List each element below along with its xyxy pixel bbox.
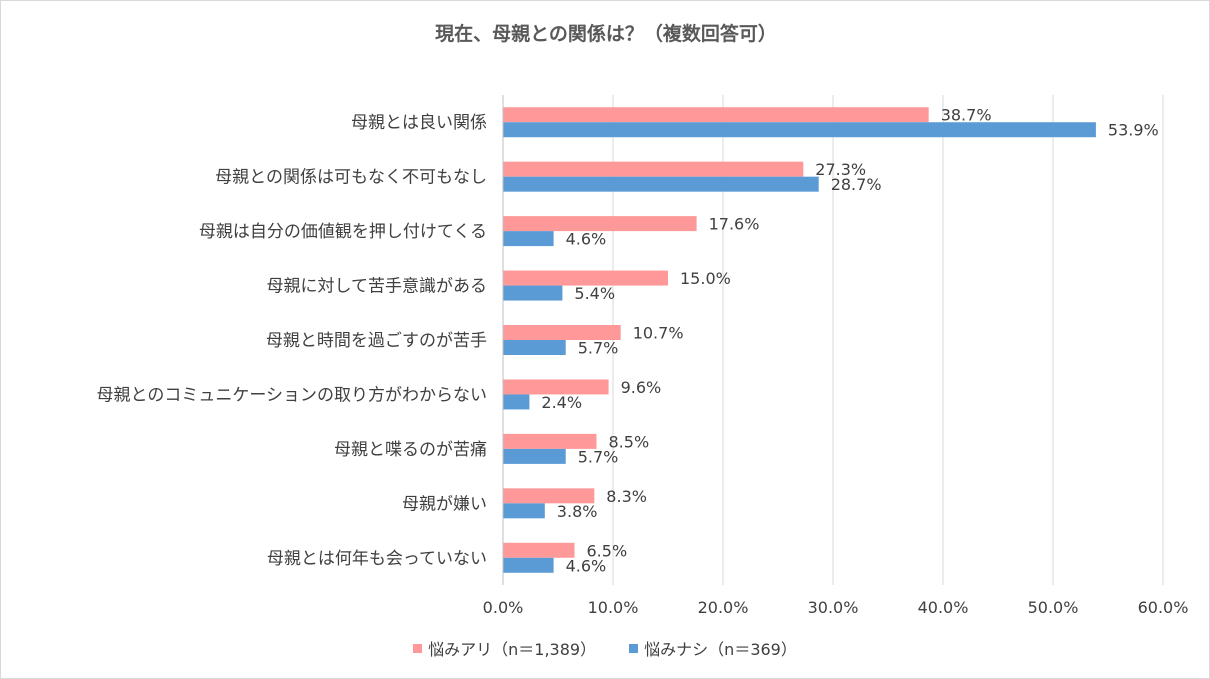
bar-without-worries bbox=[503, 340, 566, 355]
data-label-with-worries: 8.3% bbox=[606, 487, 647, 506]
bar-with-worries bbox=[503, 379, 609, 395]
data-label-with-worries: 27.3% bbox=[815, 160, 866, 179]
category-label: 母親とは良い関係 bbox=[351, 113, 487, 133]
category-label: 母親が嫌い bbox=[402, 494, 487, 514]
legend-swatch-with-worries bbox=[413, 643, 423, 653]
category-label: 母親は自分の価値観を押し付けてくる bbox=[199, 222, 487, 242]
category-label: 母親と喋るのが苦痛 bbox=[334, 440, 487, 460]
category-label: 母親とのコミュニケーションの取り方がわからない bbox=[97, 385, 488, 405]
x-tick-label: 50.0% bbox=[1028, 598, 1079, 617]
data-label-with-worries: 8.5% bbox=[609, 432, 650, 451]
data-label-without-worries: 4.6% bbox=[566, 230, 607, 249]
bar-without-worries bbox=[503, 176, 819, 192]
bar-with-worries bbox=[503, 216, 697, 232]
data-label-without-worries: 4.6% bbox=[566, 556, 607, 575]
x-tick-label: 60.0% bbox=[1138, 598, 1189, 617]
data-label-with-worries: 17.6% bbox=[709, 215, 760, 234]
data-label-without-worries: 5.7% bbox=[578, 447, 619, 466]
x-tick-label: 20.0% bbox=[698, 598, 749, 617]
bar-with-worries bbox=[503, 542, 575, 558]
bar-with-worries bbox=[503, 270, 668, 286]
x-tick-label: 30.0% bbox=[808, 598, 859, 617]
bar-with-worries bbox=[503, 433, 597, 449]
data-label-without-worries: 28.7% bbox=[831, 175, 882, 194]
legend: 悩みアリ（n＝1,389） 悩みナシ（n＝369） bbox=[0, 636, 1210, 660]
legend-label-without-worries: 悩みナシ（n＝369） bbox=[644, 640, 797, 659]
bar-without-worries bbox=[503, 503, 545, 519]
data-label-without-worries: 53.9% bbox=[1108, 121, 1159, 140]
x-tick-label: 10.0% bbox=[588, 598, 639, 617]
category-label: 母親とは何年も会っていない bbox=[267, 549, 487, 569]
bar-with-worries bbox=[503, 161, 804, 177]
category-label: 母親との関係は可もなく不可もなし bbox=[215, 168, 487, 188]
data-label-without-worries: 3.8% bbox=[557, 502, 598, 521]
bar-without-worries bbox=[503, 557, 554, 573]
bar-with-worries bbox=[503, 107, 929, 123]
data-label-without-worries: 2.4% bbox=[541, 393, 582, 412]
legend-item-without-worries: 悩みナシ（n＝369） bbox=[629, 636, 797, 660]
legend-item-with-worries: 悩みアリ（n＝1,389） bbox=[413, 636, 596, 660]
x-tick-label: 0.0% bbox=[483, 598, 524, 617]
bar-with-worries bbox=[503, 488, 595, 504]
legend-swatch-without-worries bbox=[629, 643, 639, 653]
data-label-without-worries: 5.4% bbox=[574, 284, 615, 303]
data-label-without-worries: 5.7% bbox=[578, 339, 619, 358]
bar-without-worries bbox=[503, 231, 554, 247]
data-label-with-worries: 10.7% bbox=[633, 324, 684, 343]
bar-without-worries bbox=[503, 285, 563, 301]
bar-without-worries bbox=[503, 448, 566, 464]
category-label: 母親に対して苦手意識がある bbox=[267, 277, 488, 297]
category-label: 母親と時間を過ごすのが苦手 bbox=[266, 331, 487, 351]
x-tick-label: 40.0% bbox=[918, 598, 969, 617]
legend-label-with-worries: 悩みアリ（n＝1,389） bbox=[428, 640, 597, 659]
data-label-with-worries: 6.5% bbox=[587, 541, 628, 560]
data-label-with-worries: 38.7% bbox=[941, 106, 992, 125]
bar-without-worries bbox=[503, 122, 1096, 138]
bar-without-worries bbox=[503, 394, 530, 410]
data-label-with-worries: 9.6% bbox=[621, 378, 662, 397]
chart-title: 現在、母親との関係は？（複数回答可） bbox=[435, 23, 777, 45]
bar-with-worries bbox=[503, 325, 621, 340]
data-label-with-worries: 15.0% bbox=[680, 269, 731, 288]
